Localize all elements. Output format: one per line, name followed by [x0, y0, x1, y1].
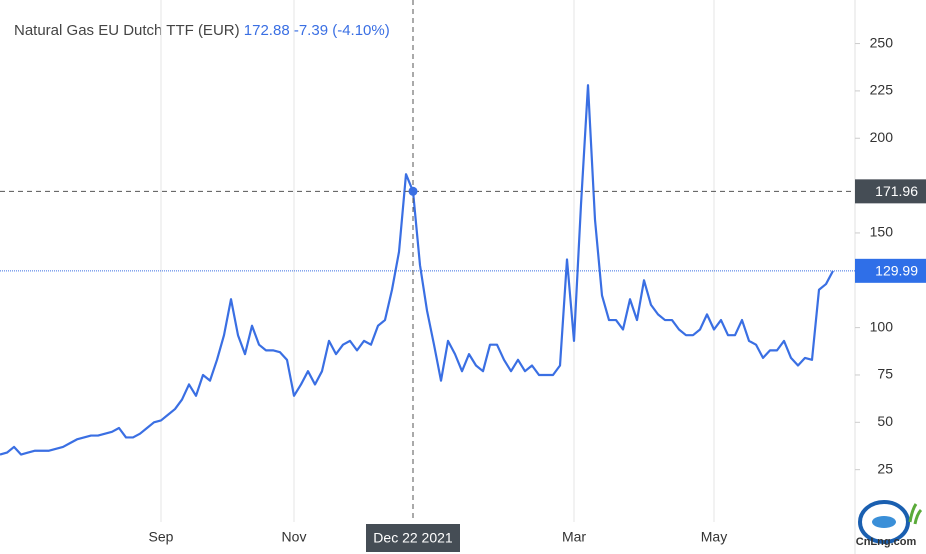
last-value-label: 129.99 — [875, 263, 918, 279]
crosshair-x-label: Dec 22 2021 — [373, 530, 453, 546]
y-tick-label: 100 — [870, 318, 894, 334]
y-tick-label: 225 — [870, 82, 894, 98]
y-tick-label: 50 — [877, 413, 893, 429]
logo-ring — [858, 500, 910, 544]
x-tick-label: Nov — [282, 529, 307, 545]
crosshair-x-box — [366, 524, 460, 552]
watermark-text: CnLng.com — [856, 536, 917, 548]
y-tick-label: 75 — [877, 366, 893, 382]
y-tick-label: 150 — [870, 224, 894, 240]
quote-change-pct: (-4.10%) — [332, 22, 390, 39]
last-value-box — [855, 258, 926, 283]
x-tick-label: Mar — [562, 529, 586, 545]
chart-header: Natural Gas EU Dutch TTF (EUR) 172.88 -7… — [14, 22, 390, 39]
y-tick-label: 25 — [877, 460, 893, 476]
logo-leaf — [908, 503, 923, 525]
quote-change: -7.39 — [294, 22, 328, 39]
x-tick-label: Sep — [149, 529, 174, 545]
y-tick-label: 200 — [870, 129, 894, 145]
series-line — [0, 84, 834, 456]
logo-drop — [872, 516, 896, 528]
crosshair-y-label: 171.96 — [875, 183, 918, 199]
chart-title: Natural Gas EU Dutch TTF (EUR) — [14, 22, 240, 39]
crosshair-y-box — [855, 179, 926, 204]
y-tick-label: 250 — [870, 34, 894, 50]
watermark: CnLng.com — [856, 500, 923, 548]
crosshair-dot — [408, 186, 418, 196]
quote-last: 172.88 — [244, 22, 290, 39]
x-tick-label: May — [701, 529, 727, 545]
